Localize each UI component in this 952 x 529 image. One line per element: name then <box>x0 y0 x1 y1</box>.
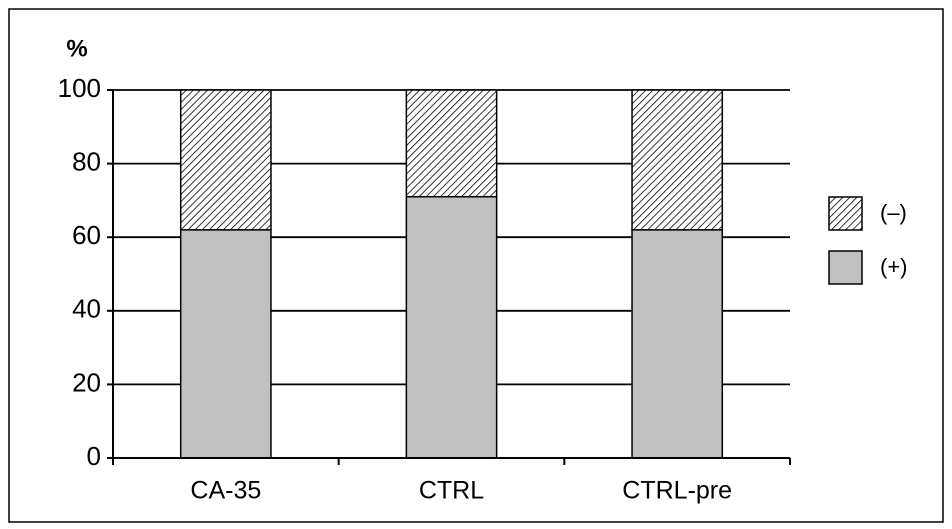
y-tick-label: 40 <box>72 294 101 324</box>
frame <box>8 8 944 523</box>
bar-segment <box>631 229 724 459</box>
legend-swatch <box>828 196 863 231</box>
bar-segment <box>405 89 498 198</box>
y-tick-label: 0 <box>87 441 101 471</box>
legend-swatch <box>828 250 863 285</box>
legend-label: (–) <box>880 200 907 225</box>
x-tick-label: CA-35 <box>190 477 261 505</box>
bar-segment <box>179 89 272 231</box>
bar-segment <box>631 89 724 231</box>
y-tick-label: 100 <box>58 73 101 103</box>
y-axis-label: % <box>66 35 87 62</box>
x-tick-label: CTRL <box>419 477 484 505</box>
legend-label: (+) <box>880 254 908 279</box>
bar-segment <box>405 195 498 459</box>
y-tick-label: 80 <box>72 146 101 176</box>
y-tick-label: 60 <box>72 220 101 250</box>
x-tick-label: CTRL-pre <box>622 477 732 505</box>
bar-segment <box>179 229 272 459</box>
y-tick-label: 20 <box>72 367 101 397</box>
